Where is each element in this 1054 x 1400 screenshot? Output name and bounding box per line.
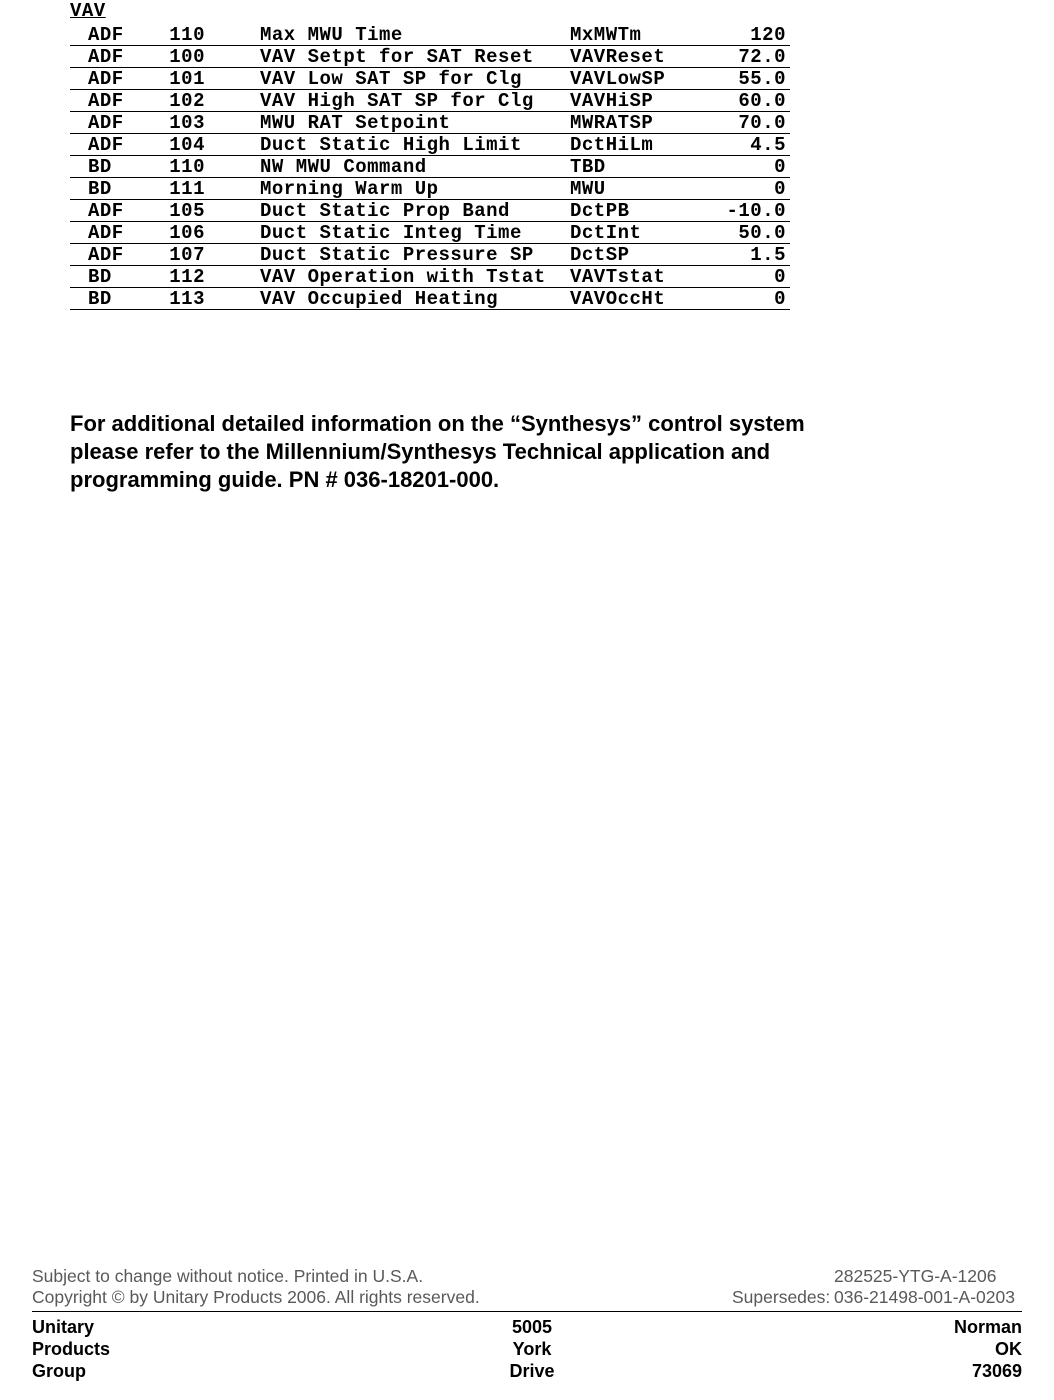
- cell-id: 110: [140, 24, 260, 45]
- cell-desc: Duct Static Prop Band: [260, 200, 570, 221]
- section-header: VAV: [70, 0, 984, 22]
- table-row: BD113 VAV Occupied HeatingVAVOccHt0: [70, 288, 790, 310]
- cell-desc: NW MWU Command: [260, 156, 570, 177]
- copyright-line: Copyright © by Unitary Products 2006. Al…: [32, 1287, 480, 1308]
- cell-type: ADF: [70, 24, 140, 45]
- table-row: BD112VAV Operation with TstatVAVTstat0: [70, 266, 790, 288]
- cell-desc: VAV High SAT SP for Clg: [260, 90, 570, 111]
- cell-val: 0: [700, 288, 790, 309]
- footer-meta-right: 282525-YTG-A-1206 Supersedes:036-21498-0…: [732, 1266, 1022, 1308]
- cell-val: 60.0: [700, 90, 790, 111]
- cell-id: 100: [140, 46, 260, 67]
- cell-val: 70.0: [700, 112, 790, 133]
- table-row: BD110NW MWU CommandTBD0: [70, 156, 790, 178]
- cell-id: 106: [140, 222, 260, 243]
- supersedes-line: Supersedes:036-21498-001-A-0203: [732, 1287, 1022, 1308]
- cell-short: DctInt: [570, 222, 700, 243]
- footer-meta: Subject to change without notice. Printe…: [32, 1266, 1022, 1312]
- cell-type: ADF: [70, 222, 140, 243]
- table-row: ADF100VAV Setpt for SAT ResetVAVReset72.…: [70, 46, 790, 68]
- cell-type: BD: [70, 288, 140, 309]
- table-row: ADF106Duct Static Integ TimeDctInt50.0: [70, 222, 790, 244]
- cell-id: 101: [140, 68, 260, 89]
- cell-short: DctPB: [570, 200, 700, 221]
- cell-val: 0: [700, 156, 790, 177]
- cell-type: ADF: [70, 68, 140, 89]
- cell-desc: Duct Static Pressure SP: [260, 244, 570, 265]
- cell-desc: MWU RAT Setpoint: [260, 112, 570, 133]
- table-row: ADF104Duct Static High LimitDctHiLm4.5: [70, 134, 790, 156]
- cell-id: 111: [140, 178, 260, 199]
- cell-short: TBD: [570, 156, 700, 177]
- cell-type: ADF: [70, 200, 140, 221]
- page-footer: Subject to change without notice. Printe…: [32, 1266, 1022, 1382]
- cell-desc: VAV Occupied Heating: [260, 288, 570, 309]
- cell-val: 50.0: [700, 222, 790, 243]
- notice-line: Subject to change without notice. Printe…: [32, 1266, 480, 1287]
- cell-short: DctHiLm: [570, 134, 700, 155]
- cell-type: ADF: [70, 90, 140, 111]
- cell-desc: VAV Setpt for SAT Reset: [260, 46, 570, 67]
- city-state-zip: Norman OK 73069: [954, 1316, 1022, 1382]
- cell-type: ADF: [70, 244, 140, 265]
- cell-short: MxMWTm: [570, 24, 700, 45]
- cell-id: 113: [140, 288, 260, 309]
- street-address: 5005 York Drive: [509, 1316, 554, 1382]
- cell-short: MWRATSP: [570, 112, 700, 133]
- cell-val: 72.0: [700, 46, 790, 67]
- footer-meta-left: Subject to change without notice. Printe…: [32, 1266, 480, 1308]
- cell-type: BD: [70, 156, 140, 177]
- cell-desc: VAV Low SAT SP for Clg: [260, 68, 570, 89]
- cell-val: 0: [700, 266, 790, 287]
- cell-id: 112: [140, 266, 260, 287]
- cell-desc: Duct Static High Limit: [260, 134, 570, 155]
- table-row: ADF103MWU RAT SetpointMWRATSP70.0: [70, 112, 790, 134]
- cell-short: DctSP: [570, 244, 700, 265]
- document-number: 282525-YTG-A-1206: [732, 1266, 1022, 1287]
- cell-type: ADF: [70, 46, 140, 67]
- table-row: ADF101VAV Low SAT SP for ClgVAVLowSP55.0: [70, 68, 790, 90]
- cell-type: BD: [70, 266, 140, 287]
- parameter-table: ADF110Max MWU TimeMxMWTm120ADF100VAV Set…: [70, 24, 790, 310]
- cell-type: BD: [70, 178, 140, 199]
- table-row: ADF102VAV High SAT SP for ClgVAVHiSP60.0: [70, 90, 790, 112]
- cell-id: 102: [140, 90, 260, 111]
- cell-id: 104: [140, 134, 260, 155]
- cell-desc: Duct Static Integ Time: [260, 222, 570, 243]
- cell-val: -10.0: [700, 200, 790, 221]
- cell-short: VAVLowSP: [570, 68, 700, 89]
- cell-id: 103: [140, 112, 260, 133]
- company-name: Unitary Products Group: [32, 1316, 110, 1382]
- cell-desc: Max MWU Time: [260, 24, 570, 45]
- cell-id: 105: [140, 200, 260, 221]
- cell-type: ADF: [70, 112, 140, 133]
- cell-short: VAVHiSP: [570, 90, 700, 111]
- table-row: ADF105Duct Static Prop BandDctPB-10.0: [70, 200, 790, 222]
- cell-val: 120: [700, 24, 790, 45]
- table-row: ADF107Duct Static Pressure SPDctSP1.5: [70, 244, 790, 266]
- cell-short: MWU: [570, 178, 700, 199]
- cell-id: 107: [140, 244, 260, 265]
- cell-type: ADF: [70, 134, 140, 155]
- cell-id: 110: [140, 156, 260, 177]
- cell-short: VAVTstat: [570, 266, 700, 287]
- cell-desc: VAV Operation with Tstat: [260, 266, 570, 287]
- cell-desc: Morning Warm Up: [260, 178, 570, 199]
- table-row: ADF110Max MWU TimeMxMWTm120: [70, 24, 790, 46]
- cell-short: VAVReset: [570, 46, 700, 67]
- cell-val: 1.5: [700, 244, 790, 265]
- table-row: BD111Morning Warm UpMWU0: [70, 178, 790, 200]
- cell-val: 55.0: [700, 68, 790, 89]
- footer-address: Unitary Products Group 5005 York Drive N…: [32, 1316, 1022, 1382]
- cell-val: 4.5: [700, 134, 790, 155]
- cell-short: VAVOccHt: [570, 288, 700, 309]
- cell-val: 0: [700, 178, 790, 199]
- reference-note: For additional detailed information on t…: [70, 410, 830, 494]
